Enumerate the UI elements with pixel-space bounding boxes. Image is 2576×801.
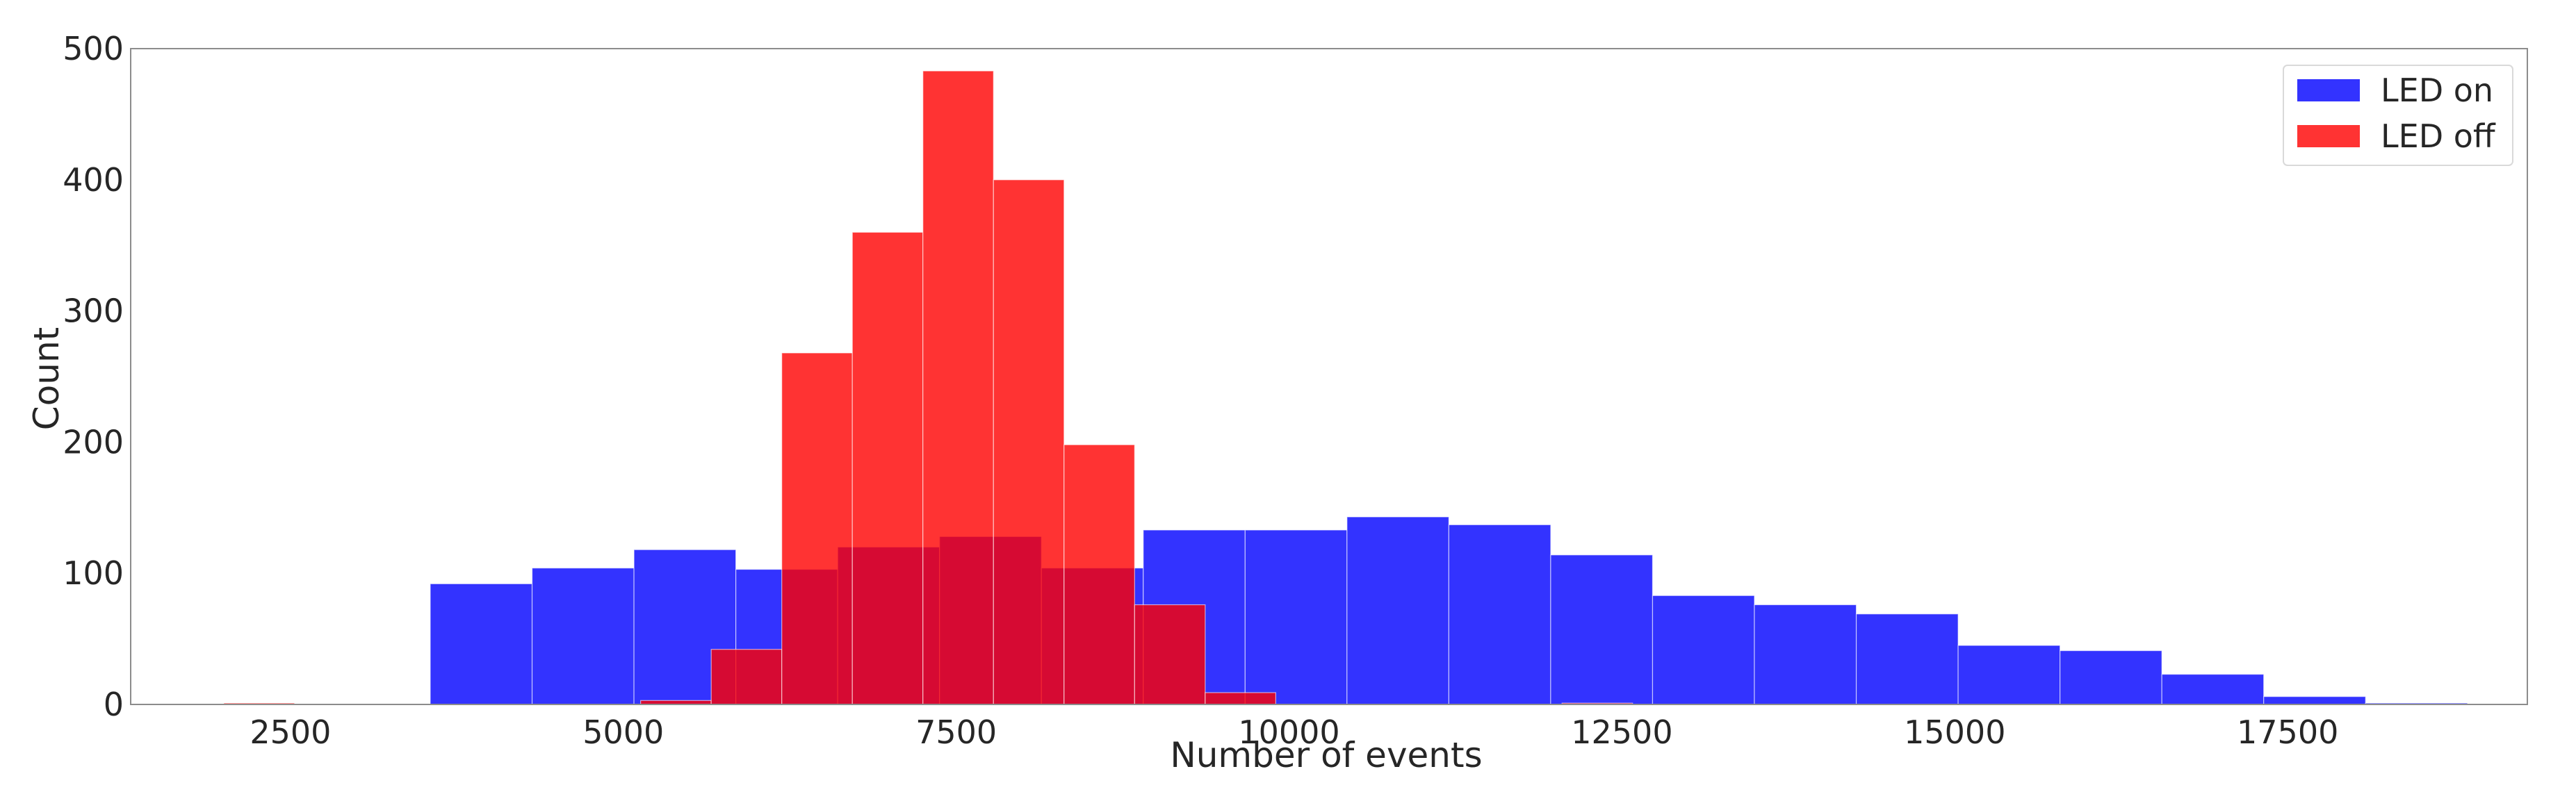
plot-frame xyxy=(130,48,2528,705)
legend-swatch xyxy=(2297,79,2360,101)
histogram-bar xyxy=(1957,645,2061,705)
x-tick-label: 5000 xyxy=(582,713,664,751)
x-tick-label: 15000 xyxy=(1904,713,2005,751)
histogram-bar xyxy=(1652,595,1755,705)
histogram-bar xyxy=(993,179,1065,705)
histogram-bar xyxy=(1244,529,1348,705)
x-tick-label: 2500 xyxy=(250,713,331,751)
histogram-bar xyxy=(1550,554,1654,705)
histogram-bar xyxy=(1134,604,1206,705)
histogram-bar xyxy=(781,352,853,705)
histogram-bar xyxy=(922,70,994,705)
y-tick-label: 400 xyxy=(63,161,124,199)
y-tick-label: 300 xyxy=(63,292,124,330)
histogram-bar xyxy=(1346,516,1449,705)
histogram-bar xyxy=(531,568,635,705)
histogram-bar xyxy=(2060,650,2162,705)
histogram-bar xyxy=(710,649,783,705)
histogram-bar xyxy=(1063,444,1135,705)
x-axis-title: Number of events xyxy=(1170,735,1482,775)
plot-area xyxy=(130,48,2528,705)
histogram-bar xyxy=(2161,673,2265,705)
x-tick-label: 12500 xyxy=(1571,713,1672,751)
x-tick-label: 7500 xyxy=(915,713,997,751)
y-axis-title: Count xyxy=(26,327,67,431)
legend: LED on LED off xyxy=(2283,65,2513,166)
y-tick-label: 500 xyxy=(63,30,124,67)
legend-label: LED off xyxy=(2381,117,2496,155)
histogram-bar xyxy=(1754,604,1857,705)
histogram-bar xyxy=(1448,524,1551,705)
y-tick-label: 0 xyxy=(104,686,124,723)
x-tick-label: 17500 xyxy=(2237,713,2338,751)
histogram-bar xyxy=(2263,696,2366,705)
x-tick-label: 10000 xyxy=(1238,713,1339,751)
histogram-bar xyxy=(1205,692,1276,705)
y-tick-label: 100 xyxy=(63,554,124,592)
y-axis: 0 100 200 300 400 500 xyxy=(63,30,124,723)
histogram-bar xyxy=(430,583,533,705)
y-tick-label: 200 xyxy=(63,423,124,461)
legend-swatch xyxy=(2297,125,2360,147)
series-led-off xyxy=(223,70,1633,705)
histogram-bar xyxy=(851,231,924,705)
legend-label: LED on xyxy=(2381,72,2493,109)
x-axis: 2500 5000 7500 10000 12500 15000 17500 xyxy=(250,713,2338,751)
histogram-bar xyxy=(1855,613,1959,705)
